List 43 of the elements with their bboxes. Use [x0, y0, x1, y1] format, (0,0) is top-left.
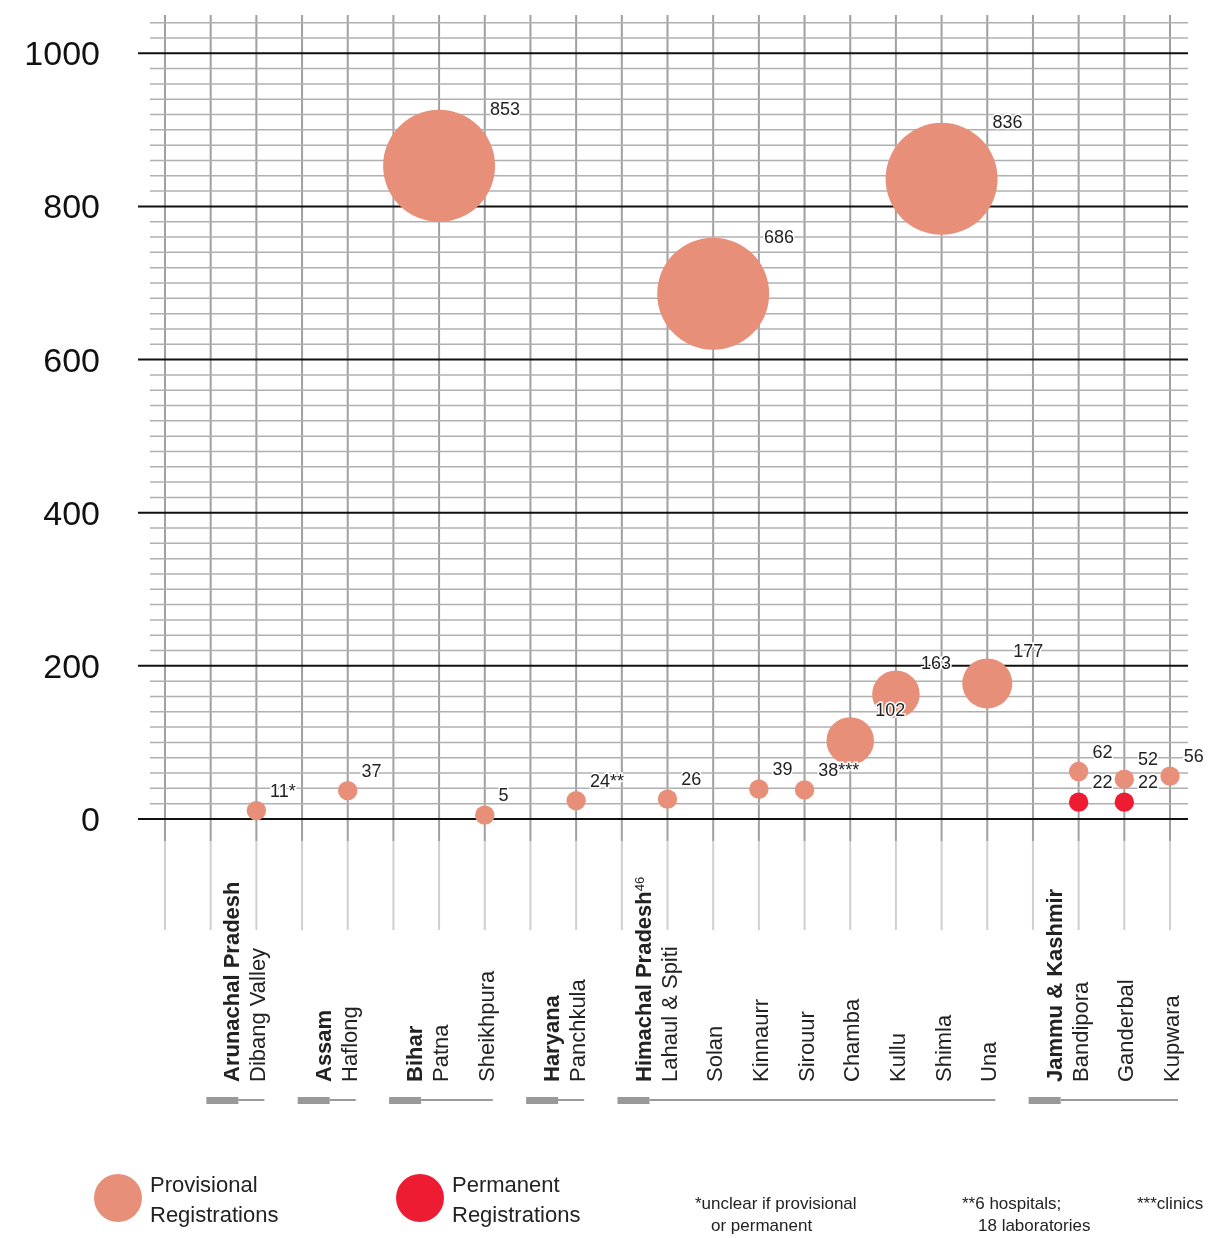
x-tick-label: Kupwara: [1159, 994, 1184, 1082]
x-tick-label: Assam Haflong: [310, 1006, 362, 1082]
legend-label: Permanent Registrations: [452, 1172, 581, 1227]
legend-label: Provisional Registrations: [150, 1172, 279, 1227]
data-label: 836: [992, 112, 1023, 133]
y-tick-label: 0: [81, 800, 100, 838]
data-label: 26: [681, 769, 702, 790]
x-tick-label: Sirouur: [793, 1011, 819, 1082]
data-label: 686: [763, 226, 795, 247]
data-label: 11*: [270, 780, 296, 801]
y-tick-label: 200: [43, 646, 100, 685]
y-tick-label: 400: [43, 493, 100, 532]
data-label: 56: [1183, 746, 1204, 767]
data-label: 37: [361, 760, 382, 781]
text: ***clinics: [1137, 1194, 1204, 1213]
x-tick-label: Sheikhpura: [473, 969, 499, 1082]
x-tick-label: Solan: [702, 1025, 728, 1082]
x-tick-label: Una: [976, 1040, 1002, 1082]
data-label: 5: [498, 785, 509, 806]
x-tick-label: Chamba: [839, 998, 865, 1082]
x-tick-label: Ganderbal: [1113, 979, 1139, 1082]
data-label: 38***: [818, 760, 860, 781]
y-tick-label: 1000: [24, 34, 100, 73]
x-tick-label: Jammu & Kashmir Bandipora: [1041, 888, 1093, 1082]
data-label: 39: [772, 759, 793, 780]
x-tick-label: Haryana Panchkula: [539, 978, 591, 1082]
data-label: 52: [1138, 749, 1159, 770]
x-tick-label: Bihar Patna: [402, 1023, 454, 1082]
data-label: 177: [1013, 641, 1044, 662]
data-label: 22: [1138, 772, 1159, 793]
text: *unclear if provisional or permanent: [695, 1194, 857, 1235]
x-tick-label: Kinnaurr: [747, 998, 773, 1082]
x-tick-label: Kullu: [884, 1033, 910, 1082]
y-tick-label: 800: [43, 187, 100, 226]
y-tick-label: 600: [43, 340, 100, 379]
data-label: 62: [1092, 741, 1113, 762]
text: **6 hospitals; 18 laboratories: [962, 1194, 1091, 1235]
data-label: 22: [1092, 772, 1113, 793]
data-label: 853: [489, 99, 520, 120]
data-label: 24**: [589, 770, 624, 791]
x-tick-label: Shimla: [930, 1013, 956, 1082]
x-tick-label: Arunachal Pradesh Dibang Valley: [219, 881, 271, 1082]
data-label: 102: [875, 699, 906, 720]
